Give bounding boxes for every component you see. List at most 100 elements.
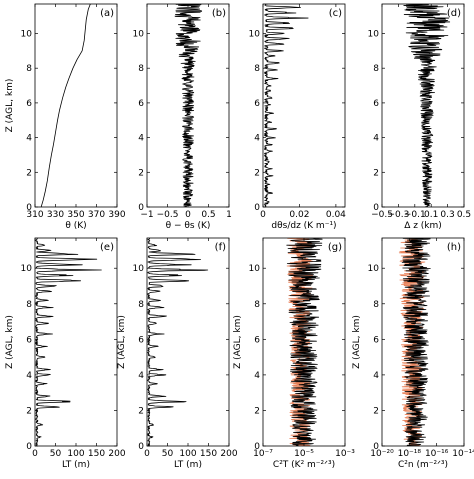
y-tick-label: 4 bbox=[373, 371, 379, 381]
x-tick-label: 10⁻¹⁸ bbox=[398, 449, 422, 459]
panel-h: 10⁻²⁰ 10⁻¹⁸ 10⁻¹⁶ 10⁻¹⁴ 0 2 4 6 8 10 C²n (m⁻²ᐟ³) Z … bbox=[352, 237, 474, 470]
x-tick-label: 0 bbox=[260, 210, 266, 220]
y-tick-label: 8 bbox=[138, 300, 144, 310]
y-tick-label: 4 bbox=[138, 371, 144, 381]
series-line-0 bbox=[174, 4, 203, 207]
panel-c: 0 0.02 0.04 0 2 4 6 8 10 dθs/dz (K m⁻¹) (c) bbox=[249, 3, 346, 231]
x-tick-label: −0.1 bbox=[404, 210, 426, 220]
x-tick-label: 200 bbox=[108, 449, 125, 459]
y-tick-label: 8 bbox=[254, 300, 260, 310]
y-tick-label: 10 bbox=[249, 29, 261, 39]
y-tick-label: 2 bbox=[373, 406, 379, 416]
panel-letter: (d) bbox=[447, 8, 461, 19]
y-tick-label: 10 bbox=[21, 264, 33, 274]
x-tick-label: 0.02 bbox=[289, 210, 309, 220]
y-tick-label: 8 bbox=[373, 300, 379, 310]
y-tick-label: 0 bbox=[373, 442, 379, 452]
y-tick-label: 6 bbox=[254, 99, 260, 109]
x-axis-label: LT (m) bbox=[62, 460, 90, 470]
series-line-1 bbox=[286, 238, 323, 446]
x-tick-label: −0.5 bbox=[157, 210, 179, 220]
y-tick-label: 2 bbox=[26, 168, 32, 178]
x-axis-label: Δ z (km) bbox=[404, 221, 442, 231]
x-tick-label: 10⁻¹⁴ bbox=[452, 449, 474, 459]
x-tick-label: 200 bbox=[220, 449, 237, 459]
panel-g: 10⁻⁷ 10⁻⁵ 10⁻³ 0 2 4 6 8 10 C²T (K² m⁻²ᐟ³) Z (AGL,… bbox=[233, 237, 355, 470]
x-axis-label: θ − θs (K) bbox=[166, 221, 211, 231]
y-tick-label: 2 bbox=[138, 168, 144, 178]
panel-f: 0 50 100 150 200 0 2 4 6 8 10 LT (m) Z (AGL, km) (f) bbox=[117, 237, 238, 470]
x-tick-label: 0 bbox=[32, 449, 38, 459]
x-tick-label: 0.5 bbox=[201, 210, 215, 220]
y-tick-label: 10 bbox=[21, 29, 33, 39]
y-tick-label: 0 bbox=[138, 442, 144, 452]
y-tick-label: 6 bbox=[138, 99, 144, 109]
x-tick-label: 330 bbox=[47, 210, 64, 220]
axes-frame bbox=[381, 3, 465, 208]
series-line-0 bbox=[35, 238, 102, 446]
y-tick-label: 10 bbox=[133, 264, 145, 274]
x-tick-label: 150 bbox=[200, 449, 217, 459]
y-tick-label: 8 bbox=[26, 300, 32, 310]
x-tick-label: 10⁻²⁰ bbox=[370, 449, 394, 459]
x-tick-label: 390 bbox=[108, 210, 125, 220]
x-tick-label: 50 bbox=[50, 449, 62, 459]
series-line-0 bbox=[40, 4, 91, 207]
y-tick-label: 2 bbox=[26, 406, 32, 416]
x-axis-label: C²n (m⁻²ᐟ³) bbox=[398, 460, 448, 470]
y-tick-label: 10 bbox=[368, 29, 380, 39]
y-tick-label: 6 bbox=[26, 99, 32, 109]
y-tick-label: 4 bbox=[373, 134, 379, 144]
y-axis-label: Z (AGL, km) bbox=[117, 315, 127, 369]
y-tick-label: 4 bbox=[26, 371, 32, 381]
x-axis-label: θ (K) bbox=[65, 221, 86, 231]
y-tick-label: 0 bbox=[373, 203, 379, 213]
panel-letter: (a) bbox=[100, 8, 114, 19]
x-tick-label: 0 bbox=[144, 449, 150, 459]
x-tick-label: 0.3 bbox=[440, 210, 454, 220]
axes-frame bbox=[381, 237, 465, 447]
y-tick-label: 2 bbox=[373, 168, 379, 178]
y-tick-label: 2 bbox=[254, 168, 260, 178]
x-tick-label: 370 bbox=[88, 210, 105, 220]
y-tick-label: 4 bbox=[26, 134, 32, 144]
x-tick-label: 50 bbox=[162, 449, 174, 459]
x-tick-label: −1 bbox=[140, 210, 153, 220]
x-tick-label: −0.5 bbox=[371, 210, 393, 220]
y-tick-label: 0 bbox=[138, 203, 144, 213]
y-tick-label: 6 bbox=[26, 335, 32, 345]
y-tick-label: 6 bbox=[138, 335, 144, 345]
y-tick-label: 2 bbox=[138, 406, 144, 416]
x-axis-label: LT (m) bbox=[174, 460, 202, 470]
x-tick-label: 1 bbox=[226, 210, 232, 220]
y-tick-label: 8 bbox=[373, 64, 379, 74]
panel-letter: (c) bbox=[329, 8, 342, 19]
y-tick-label: 0 bbox=[254, 203, 260, 213]
y-tick-label: 0 bbox=[26, 203, 32, 213]
x-tick-label: 0.1 bbox=[424, 210, 438, 220]
x-tick-label: 100 bbox=[67, 449, 84, 459]
x-tick-label: −0.3 bbox=[387, 210, 409, 220]
y-tick-label: 6 bbox=[373, 335, 379, 345]
axes-frame bbox=[146, 237, 230, 447]
axes-frame bbox=[262, 3, 346, 208]
y-tick-label: 4 bbox=[138, 134, 144, 144]
panel-letter: (e) bbox=[100, 242, 114, 253]
y-tick-label: 6 bbox=[373, 99, 379, 109]
panel-d: −0.5−0.3−0.10.1 0.3 0.5 0 2 4 6 8 10 Δ z (km) (d) bbox=[368, 3, 471, 231]
x-tick-label: 350 bbox=[67, 210, 84, 220]
panel-letter: (f) bbox=[215, 242, 226, 253]
y-tick-label: 10 bbox=[249, 264, 261, 274]
series-line-0 bbox=[147, 238, 209, 446]
x-tick-label: 10⁻¹⁶ bbox=[425, 449, 449, 459]
axes-frame bbox=[34, 3, 118, 208]
y-tick-label: 4 bbox=[254, 371, 260, 381]
panel-a: 310 330 350 370 390 0 2 4 6 8 10 θ (K) Z (AGL, km) (a… bbox=[5, 3, 126, 231]
series-line-1 bbox=[401, 238, 431, 446]
x-axis-label: C²T (K² m⁻²ᐟ³) bbox=[273, 460, 335, 470]
y-axis-label: Z (AGL, km) bbox=[5, 79, 15, 133]
panel-e: 0 50 100 150 200 0 2 4 6 8 10 LT (m) Z (AGL, km) (e) bbox=[5, 237, 126, 470]
y-tick-label: 10 bbox=[368, 264, 380, 274]
